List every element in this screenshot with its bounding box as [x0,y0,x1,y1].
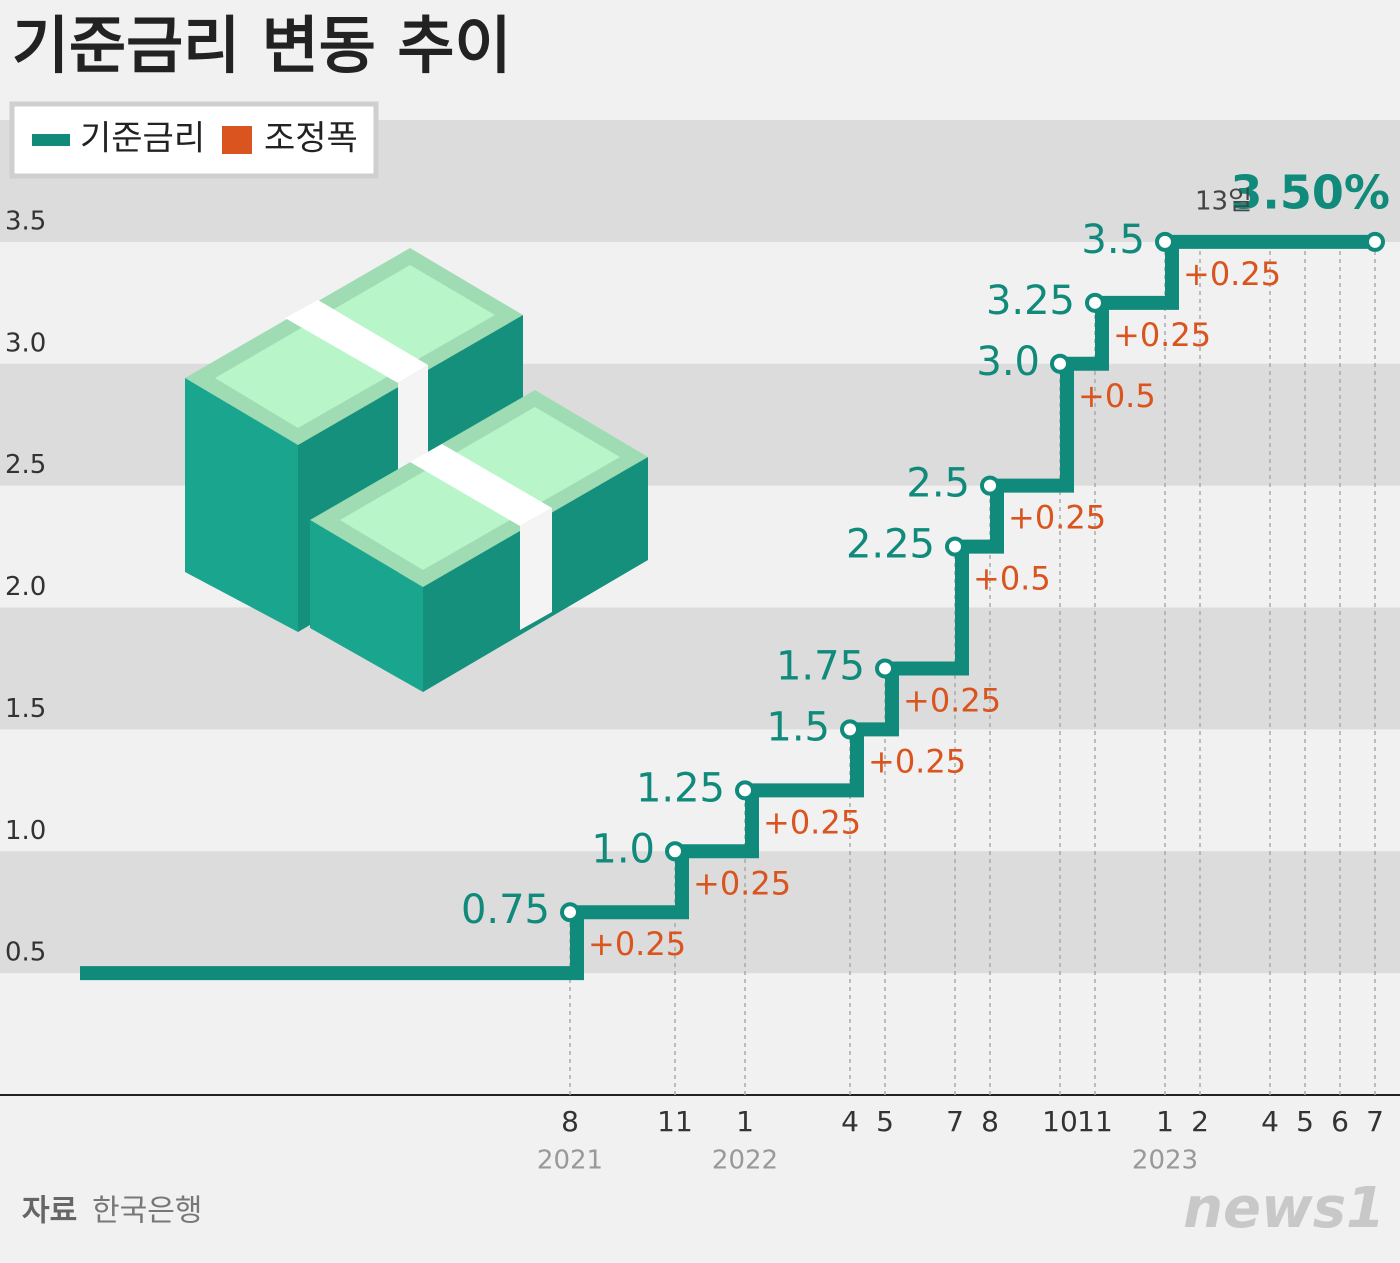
legend-label: 조정폭 [264,119,358,159]
x-tick-label: 2 [1191,1105,1209,1138]
y-tick-label: 3.0 [5,328,46,358]
change-label: +0.25 [1113,316,1211,354]
step-segment [990,363,1074,493]
point [1155,231,1175,252]
legend-swatch [222,126,252,154]
point [665,841,685,862]
step-segment [745,729,864,798]
step-segment [885,546,969,676]
money-illustration [185,248,648,692]
point [840,719,860,740]
x-tick-label: 11 [657,1105,693,1138]
x-tick-label: 4 [841,1105,859,1138]
value-label: 3.0 [976,339,1040,385]
plot: 0.51.01.52.02.53.03.58 11 1 4 5 7 8 10 11 1 2 4 5 6 72… [0,165,1400,1176]
step-segment [1095,241,1179,310]
change-label: +0.25 [588,925,686,963]
point [735,780,755,801]
legend-label: 기준금리 [80,119,205,159]
change-label: +0.25 [868,742,966,780]
value-label: 2.5 [906,461,970,507]
x-tick-label: 7 [1366,1105,1384,1138]
x-tick-label: 8 [561,1105,579,1138]
legend: 기준금리 조정폭 [32,119,358,159]
step-segment [570,851,689,920]
change-label: +0.25 [763,803,861,841]
value-label: 3.25 [986,278,1075,324]
value-label: 1.75 [776,643,865,689]
annotation: 13일 [1195,186,1252,216]
legend-box [9,101,379,179]
value-label: 1.25 [636,765,725,811]
source-text: 한국은행 [92,1194,202,1229]
y-tick-label: 2.0 [5,572,46,602]
x-tick-label: 4 [1261,1105,1279,1138]
y-tick-label: 3.5 [5,206,46,236]
x-tick-label: 1 [736,1105,754,1138]
source-label: 자료 [22,1194,77,1229]
x-year-label: 2022 [712,1146,778,1176]
change-label: +0.25 [903,681,1001,719]
step-segment [850,668,899,737]
x-tick-label: 1 [1156,1105,1174,1138]
point [1085,292,1105,313]
change-label: +0.25 [1183,255,1281,293]
step-segment [675,790,759,859]
bands [0,120,1400,974]
point [1050,353,1070,374]
step-segment [1060,302,1109,371]
x-year-label: 2023 [1132,1146,1198,1176]
change-label: +0.25 [693,864,791,902]
x-year-label: 2021 [537,1146,603,1176]
change-label: +0.25 [1008,499,1106,537]
step-segment [955,485,1004,554]
y-tick-label: 0.5 [5,938,46,968]
point [560,902,580,923]
point [875,658,895,679]
x-tick-label: 11 [1077,1105,1113,1138]
y-tick-label: 1.0 [5,816,46,846]
value-label: 3.5 [1081,217,1145,263]
y-tick-label: 2.5 [5,450,46,480]
x-tick-label: 8 [981,1105,999,1138]
step-segment [80,912,584,981]
grid-band [0,607,1400,730]
x-tick-label: 10 [1042,1105,1078,1138]
x-tick-label: 6 [1331,1105,1349,1138]
y-tick-label: 1.5 [5,694,46,724]
x-tick-label: 5 [1296,1105,1314,1138]
watermark: news1 [1183,1176,1385,1241]
grid-band [0,851,1400,974]
change-label: +0.5 [1078,377,1156,415]
value-label: 1.5 [766,704,830,750]
point [980,475,1000,496]
legend-swatch [32,134,70,146]
value-label: 0.75 [461,887,550,933]
point [1365,231,1385,252]
x-tick-label: 7 [946,1105,964,1138]
chart-title: 기준금리 변동 추이 [12,9,512,82]
point [945,536,965,557]
x-tick-label: 5 [876,1105,894,1138]
value-label: 1.0 [591,826,655,872]
value-label: 3.50% [1230,165,1390,219]
value-label: 2.25 [846,522,935,568]
change-label: +0.5 [973,560,1051,598]
